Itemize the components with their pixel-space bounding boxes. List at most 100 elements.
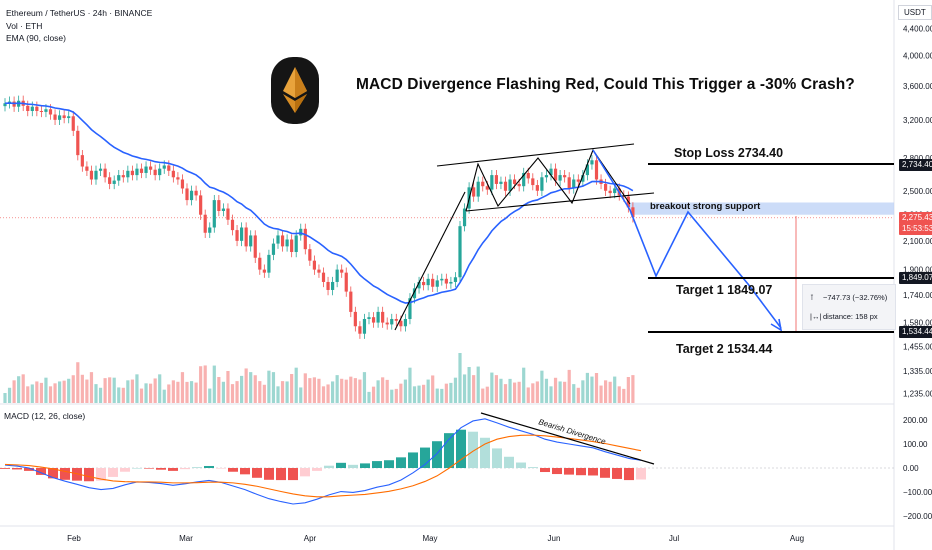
volume-bar [340,378,344,403]
stop-loss-label: Stop Loss 2734.40 [674,146,783,160]
macd-tick-label: 200.00 [903,416,928,425]
currency-button[interactable]: USDT [898,5,932,20]
candle-body [567,177,571,189]
time-axis: Feb Mar Apr May Jun Jul Aug [67,534,804,543]
price-tick-label: 2,100.00 [903,237,932,246]
volume-bar [139,388,144,403]
volume-bar [294,367,298,403]
price-tick-label: 1,335.00 [903,367,932,376]
candle-body [244,227,248,247]
volume-bar [590,376,594,403]
volume-bar [481,388,485,403]
candle-body [526,172,530,179]
candle-body [576,179,580,182]
volume-bar [39,382,43,403]
volume-bar [563,381,567,403]
volume-bar [171,380,175,403]
stop-price-tag: 2,734.40 [899,159,932,171]
macd-histogram-bar [600,468,610,478]
time-tick-label: Aug [790,534,804,543]
volume-bar [335,375,339,403]
candle-body [531,178,535,186]
volume-bar [431,375,435,403]
volume-bar [376,380,380,403]
volume-bar [462,374,467,403]
candle-body [126,170,130,178]
candle-body [44,109,48,112]
volume-bar [108,377,112,403]
candle-body [139,168,144,173]
volume-bar [494,375,498,403]
volume-bar [631,375,635,403]
volume-bar [535,381,539,403]
macd-histogram-bar [348,464,358,468]
candle-body [444,278,448,284]
candle-body [121,175,125,178]
macd-tick-label: 100.00 [903,440,928,449]
macd-histogram-bar [72,468,82,481]
candle-body [226,208,230,220]
volume-bar [7,387,12,403]
candle-body [189,190,194,201]
price-tick-label: 3,200.00 [903,116,932,125]
time-tick-label: Jun [548,534,561,543]
macd-histogram-bar [456,429,466,468]
volume-bar [221,381,225,403]
candle-body [62,115,66,119]
target2-price-tag: 1,534.44 [899,326,932,338]
divergence-trendline [480,412,655,465]
volume-bar [435,388,439,403]
volume-bar [508,378,512,403]
time-tick-label: Mar [179,534,193,543]
macd-histogram-bar [108,468,118,477]
macd-histogram-bar [252,468,262,478]
price-tick-label: 1,740.00 [903,291,932,300]
measure-box[interactable]: ⊺ −747.73 (−32.76%) |↔| distance: 158 px [802,284,896,330]
candle-body [494,175,498,184]
candle-body [462,208,467,227]
candle-body [558,175,562,181]
volume-bar [422,384,426,403]
candle-body [71,116,75,131]
macd-histogram-bar [360,463,370,468]
candle-body [262,269,266,273]
candle-body [35,106,39,111]
volume-bar [44,377,48,403]
macd-histogram-bar [24,468,34,471]
time-tick-label: Feb [67,534,81,543]
candle-body [426,278,430,286]
ema-legend: EMA (90, close) [6,33,66,43]
volume-bar [449,382,453,403]
candle-body [303,228,307,250]
candle-body [117,175,121,181]
volume-bar [403,379,407,403]
price-tick-label: 2,800.00 [903,154,932,163]
volume-bar [326,384,330,403]
volume-bars [3,353,635,403]
volume-bar [226,371,230,403]
volume-bar [85,379,89,403]
candle-body [299,228,303,236]
volume-bar [558,381,562,403]
volume-bar [249,372,253,403]
volume-bar [485,386,489,403]
candle-body [158,168,162,176]
volume-bar [280,381,285,403]
volume-bar [344,379,348,403]
divergence-label: Bearish Divergence [537,417,607,446]
macd-histogram-bar [552,468,562,475]
candle-body [394,318,398,321]
support-label: breakout strong support [650,201,761,212]
candle-body [613,188,617,194]
grid [0,0,895,550]
volume-bar [371,386,376,403]
volume-bar [617,386,621,403]
candle-body [344,272,348,292]
candle-body [608,190,612,194]
volume-bar [417,385,421,403]
macd-histogram-bar [312,468,322,471]
macd-histogram-bar [192,467,202,468]
candle-body [572,179,576,189]
volume-bar [94,384,98,403]
